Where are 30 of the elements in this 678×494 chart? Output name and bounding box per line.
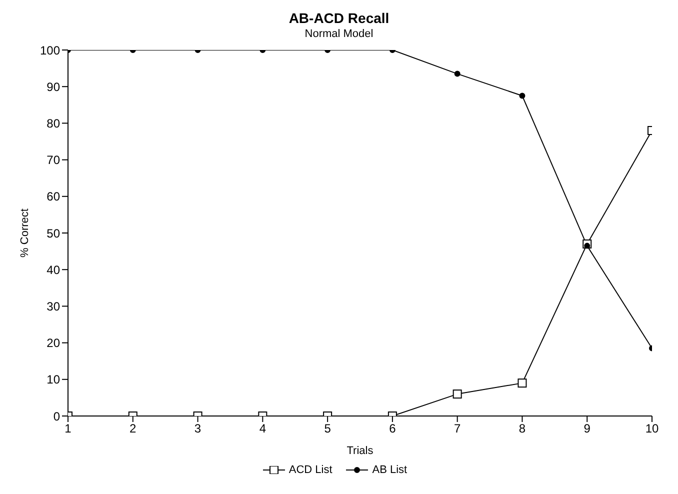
chart-subtitle: Normal Model xyxy=(304,28,374,40)
x-tick-label: 10 xyxy=(645,422,659,436)
x-tick-label: 4 xyxy=(259,422,266,436)
y-tick-label: 90 xyxy=(46,80,60,94)
y-axis-title: % Correct xyxy=(18,208,31,258)
x-tick-label: 7 xyxy=(454,422,461,436)
y-tick-label: 40 xyxy=(46,262,60,277)
point xyxy=(454,70,460,77)
x-tick-label: 5 xyxy=(324,422,332,436)
legend-label: AB List xyxy=(372,464,408,476)
y-tick-label: 100 xyxy=(40,43,60,58)
x-axis-title: Trials xyxy=(346,445,374,457)
y-tick-label: 50 xyxy=(46,226,60,240)
y-tick-label: 0 xyxy=(53,409,60,424)
x-tick-label: 9 xyxy=(584,422,591,436)
point xyxy=(519,92,526,99)
y-tick-label: 70 xyxy=(46,153,60,168)
chart-title: AB-ACD Recall xyxy=(288,9,390,26)
y-tick-label: 30 xyxy=(46,299,60,314)
x-tick-label: 6 xyxy=(389,422,396,436)
x-tick-label: 2 xyxy=(130,422,137,436)
y-tick-label: 20 xyxy=(46,336,60,350)
y-tick-label: 10 xyxy=(46,372,60,387)
point xyxy=(584,242,590,249)
legend-label: ACD List xyxy=(288,464,332,476)
y-tick-label: 80 xyxy=(46,116,60,130)
x-tick-label: 1 xyxy=(64,422,72,436)
y-tick-label: 60 xyxy=(46,190,60,204)
x-tick-label: 3 xyxy=(194,422,202,436)
x-tick-label: 8 xyxy=(518,422,526,436)
